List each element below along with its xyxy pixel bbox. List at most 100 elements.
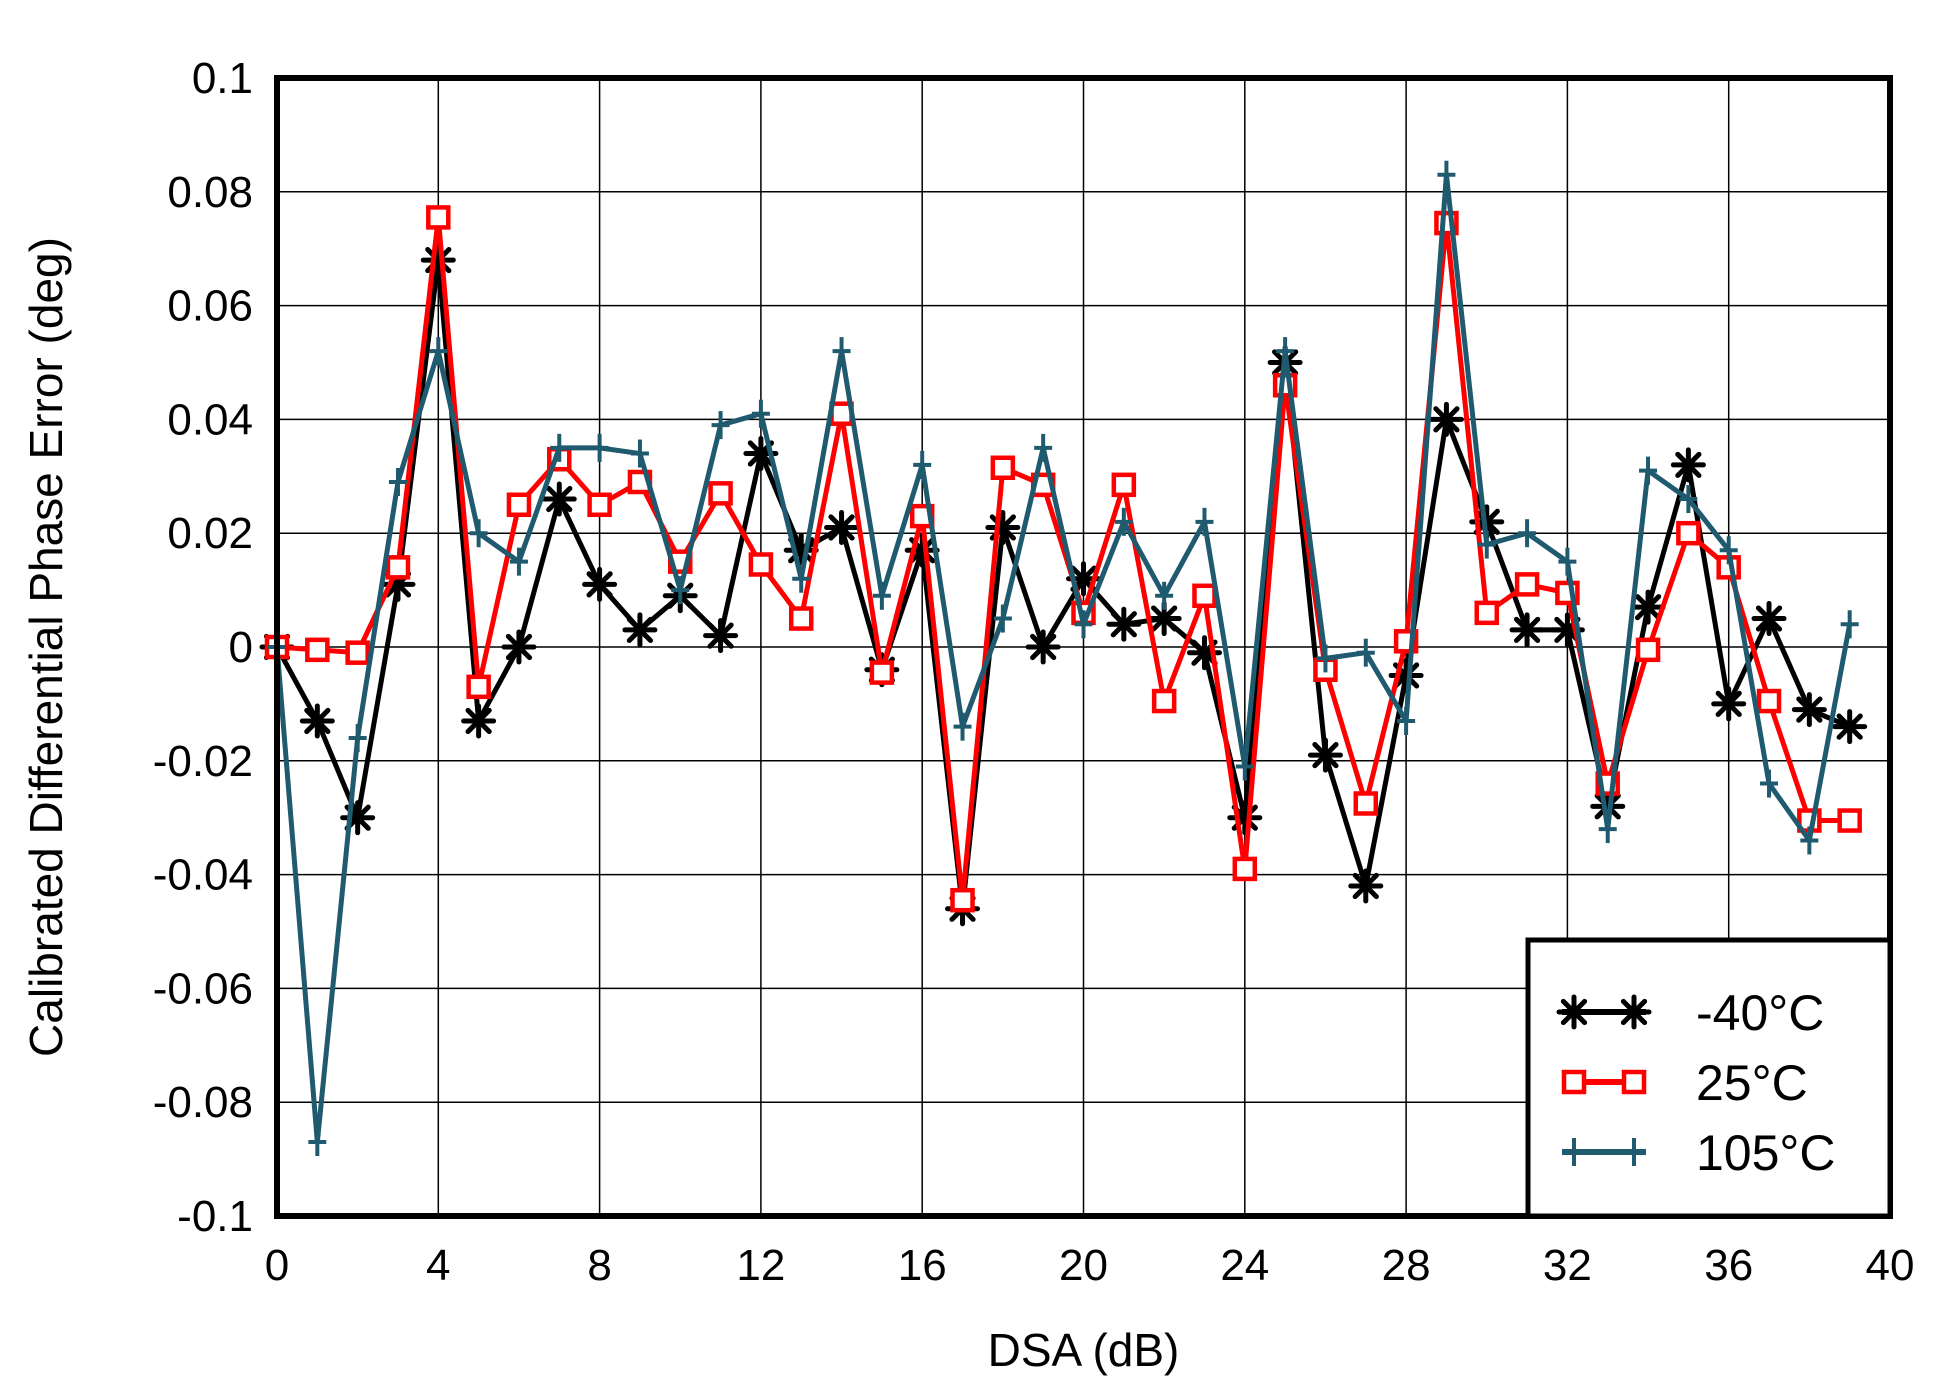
data-point	[1106, 606, 1142, 642]
data-point	[1111, 472, 1137, 498]
data-point	[590, 433, 609, 462]
data-point	[461, 703, 497, 739]
data-point	[748, 552, 774, 577]
series-3	[268, 160, 1859, 1157]
data-point	[711, 411, 730, 440]
data-point	[671, 576, 690, 605]
data-point	[388, 467, 407, 496]
data-point	[1034, 433, 1053, 462]
data-point	[466, 674, 491, 700]
data-point	[506, 492, 532, 517]
data-point	[550, 433, 569, 462]
data-point	[869, 660, 895, 685]
data-point	[1348, 868, 1384, 904]
data-point	[1639, 456, 1658, 485]
x-tick-label: 36	[1704, 1241, 1753, 1290]
y-tick-label: -0.1	[177, 1192, 253, 1241]
data-point	[1437, 160, 1456, 189]
data-point	[1151, 688, 1177, 714]
data-point	[1397, 706, 1416, 735]
data-point	[1837, 808, 1862, 833]
x-tick-label: 24	[1220, 1241, 1269, 1290]
y-tick-label: 0.04	[167, 395, 253, 444]
legend-entry: -40°C	[1556, 985, 1824, 1041]
data-point	[788, 606, 814, 631]
y-tick-label: -0.02	[153, 737, 253, 786]
data-point	[429, 337, 448, 366]
data-point	[1477, 530, 1496, 559]
legend-marker	[1616, 994, 1652, 1030]
data-point	[1509, 612, 1545, 648]
series-line	[274, 172, 1853, 1145]
legend-marker	[1625, 1138, 1643, 1166]
data-point	[1114, 507, 1133, 536]
y-tick-label: -0.04	[153, 851, 253, 900]
data-point	[913, 450, 932, 479]
data-point	[1751, 601, 1787, 637]
data-point	[1670, 447, 1706, 483]
data-point	[832, 337, 851, 366]
data-point	[1356, 638, 1375, 667]
data-point	[582, 566, 618, 602]
y-tick-label: 0.06	[167, 282, 253, 331]
y-axis-label: Calibrated Differential Phase Error (deg…	[20, 237, 72, 1057]
data-point	[541, 481, 577, 517]
data-point	[1192, 583, 1217, 609]
data-point	[587, 492, 612, 517]
x-tick-label: 16	[898, 1241, 947, 1290]
data-point	[1719, 536, 1738, 565]
legend-label: 25°C	[1696, 1055, 1808, 1111]
data-point	[1232, 856, 1258, 882]
legend-marker	[1556, 994, 1592, 1030]
data-point	[703, 618, 739, 654]
data-point	[1711, 686, 1747, 722]
data-point	[622, 612, 658, 648]
data-point	[1791, 692, 1827, 728]
y-tick-label: -0.06	[153, 964, 253, 1013]
data-point	[305, 637, 330, 663]
data-point	[348, 724, 367, 753]
legend-label: -40°C	[1696, 985, 1824, 1041]
data-point	[385, 555, 411, 580]
data-point	[299, 703, 335, 739]
data-point	[420, 242, 456, 278]
data-point	[1635, 637, 1661, 663]
data-point	[824, 510, 860, 546]
data-point	[751, 399, 770, 428]
data-point	[1514, 572, 1540, 597]
data-point	[1676, 520, 1701, 546]
x-tick-label: 8	[587, 1241, 611, 1290]
x-tick-label: 40	[1866, 1241, 1915, 1290]
legend-label: 105°C	[1696, 1125, 1836, 1181]
data-point	[1353, 791, 1379, 816]
data-point	[1428, 401, 1464, 437]
x-tick-label: 12	[736, 1241, 785, 1290]
data-point	[708, 481, 733, 506]
data-point	[469, 519, 488, 548]
data-point	[1630, 589, 1666, 625]
legend-entry: 25°C	[1561, 1055, 1808, 1111]
data-point	[792, 564, 811, 593]
legend-marker	[1621, 1069, 1647, 1095]
data-point	[630, 439, 649, 468]
data-point	[308, 1128, 327, 1157]
data-point	[1832, 709, 1868, 745]
y-tick-labels: 0.1 0.08 0.06 0.04 0.02 0 -0.02 -0.04 -0.06 -0.08…	[153, 54, 253, 1241]
x-tick-label: 0	[265, 1241, 289, 1290]
legend-marker	[1561, 1069, 1587, 1095]
data-point	[1025, 629, 1061, 665]
data-point	[1760, 769, 1779, 798]
data-point	[1155, 581, 1174, 610]
x-tick-label: 4	[426, 1241, 450, 1290]
legend-box	[1525, 937, 1893, 1219]
y-tick-label: 0.1	[192, 54, 253, 103]
legend-entry: 105°C	[1562, 1125, 1836, 1181]
data-point	[1474, 600, 1499, 626]
y-tick-label: 0	[229, 623, 253, 672]
x-tick-label: 32	[1543, 1241, 1592, 1290]
y-tick-label: 0.02	[167, 509, 253, 558]
x-tick-label: 20	[1059, 1241, 1108, 1290]
y-tick-label: -0.08	[153, 1078, 253, 1127]
y-tick-label: 0.08	[167, 168, 253, 217]
data-point	[1598, 815, 1617, 844]
